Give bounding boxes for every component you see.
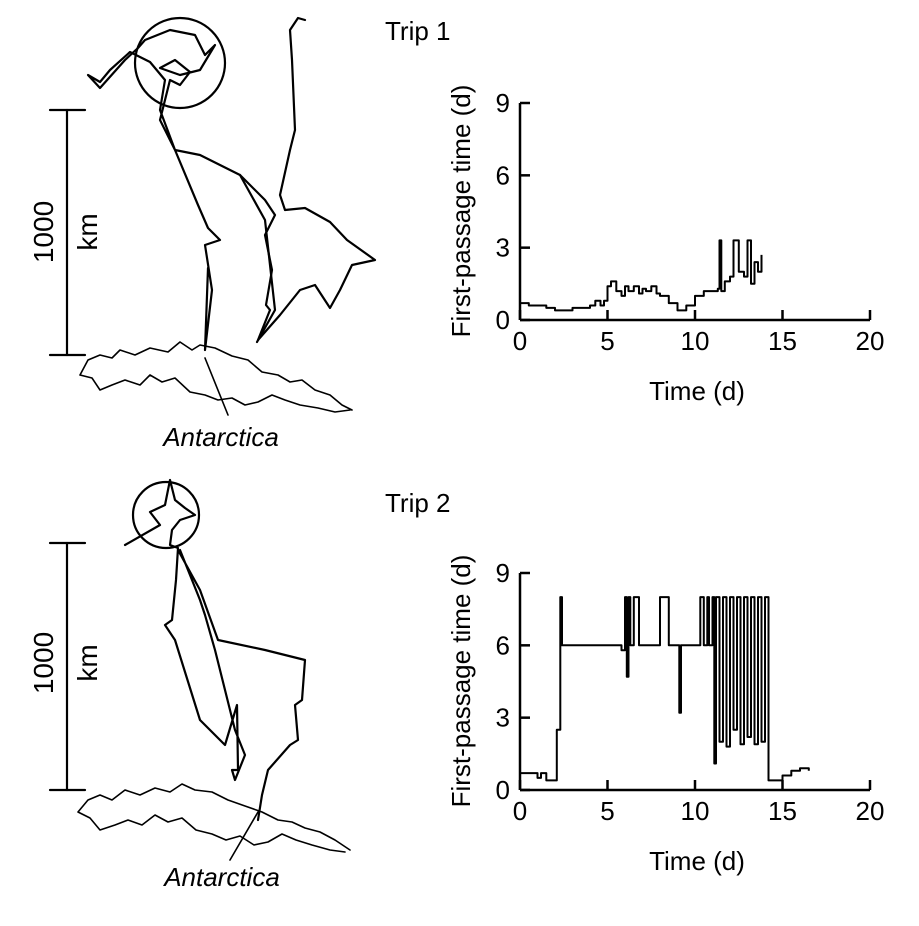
x-tick-label: 15 [768,796,797,826]
trip1-pointer [204,357,229,416]
x-tick-label: 5 [600,326,614,356]
chart-1-axes [518,101,872,322]
x-tick-label: 0 [513,326,527,356]
trip1-track [86,16,377,352]
y-tick-label: 9 [496,88,510,118]
chart-2-axes [518,571,872,792]
trip2-coastline [77,783,351,853]
trip1-title: Trip 1 [385,16,451,46]
chart-1-y-axis-label: First-passage time (d) [446,85,476,338]
trip2-map [48,478,351,861]
x-tick-label: 5 [600,796,614,826]
y-tick-label: 0 [496,305,510,335]
chart-1-series-line [520,239,763,312]
chart-2: 0 5 10 15 20 0 3 6 9 Time (d) First-passage time… [446,555,884,876]
y-tick-label: 9 [496,558,510,588]
chart-2-tick-labels: 0 5 10 15 20 0 3 6 9 [496,558,885,826]
trip1-map [48,16,377,416]
chart-2-x-axis-label: Time (d) [649,846,745,876]
trip2-title: Trip 2 [385,488,451,518]
y-tick-label: 3 [496,233,510,263]
chart-1-x-axis-label: Time (d) [649,376,745,406]
x-tick-label: 0 [513,796,527,826]
chart-1: 0 5 10 15 20 0 3 6 9 Time (d) First-passage time… [446,85,884,406]
x-tick-label: 15 [768,326,797,356]
trip2-pointer [229,811,259,861]
y-tick-label: 6 [496,630,510,660]
trip2-scale-value: 1000 [28,632,59,694]
trip1-map-label: Antarctica [161,422,279,452]
x-tick-label: 10 [681,326,710,356]
trip2-track [123,478,307,822]
chart-1-tick-labels: 0 5 10 15 20 0 3 6 9 [496,88,885,356]
y-tick-label: 3 [496,703,510,733]
trip2-focus-circle [131,480,201,550]
trip2-map-label: Antarctica [162,862,280,892]
y-tick-label: 0 [496,775,510,805]
trip1-coastline [79,341,353,413]
trip1-focus-circle [133,16,227,110]
chart-2-y-axis-label: First-passage time (d) [446,555,476,808]
chart-2-series-line [520,596,810,782]
trip1-scale-unit: km [72,213,103,250]
y-tick-label: 6 [496,160,510,190]
trip2-scale-unit: km [72,644,103,681]
x-tick-label: 20 [856,796,885,826]
trip1-scale-value: 1000 [28,201,59,263]
x-tick-label: 10 [681,796,710,826]
trip1-track-return [238,173,277,344]
x-tick-label: 20 [856,326,885,356]
